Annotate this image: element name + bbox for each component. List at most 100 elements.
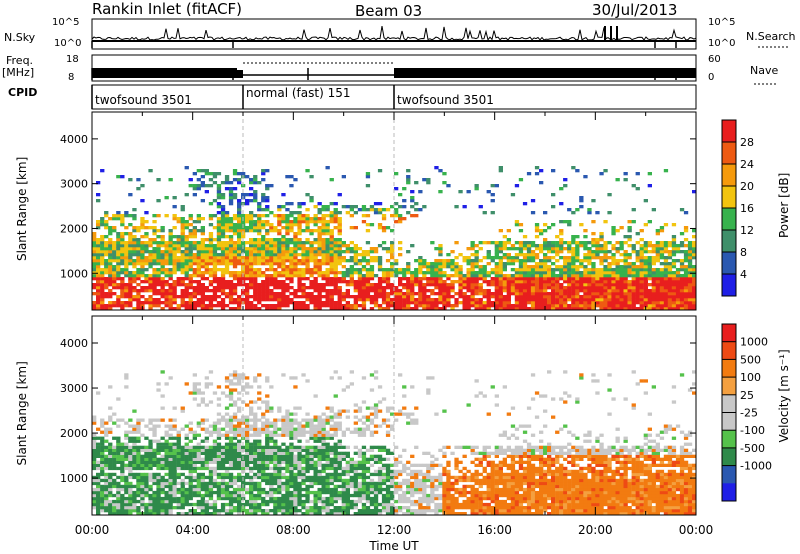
power-cell (269, 247, 274, 251)
power-cell (575, 268, 580, 272)
power-cell (216, 226, 222, 230)
power-cell (220, 289, 226, 293)
power-cell (297, 214, 302, 218)
velocity-cell (156, 493, 161, 498)
power-cell (200, 265, 205, 269)
power-cell (172, 217, 177, 221)
freq-band-1 (92, 68, 237, 78)
power-cell (361, 220, 367, 224)
power-cell (305, 238, 310, 242)
power-cell (522, 265, 528, 269)
velocity-cell (140, 475, 145, 480)
power-cell (345, 280, 350, 284)
power-cell (369, 250, 375, 254)
velocity-cell (220, 484, 226, 489)
velocity-cell (160, 487, 165, 492)
power-cell (639, 256, 644, 260)
power-cell (667, 241, 673, 245)
power-cell (176, 307, 181, 311)
power-cell (152, 220, 157, 224)
velocity-cell (293, 457, 298, 461)
power-cell (398, 277, 403, 281)
velocity-cell (116, 490, 121, 495)
power-cell (96, 295, 101, 299)
power-cell (132, 271, 137, 275)
velocity-cell (237, 424, 242, 428)
power-cell (321, 205, 326, 209)
power-cell (228, 250, 234, 254)
velocity-cell (176, 445, 181, 449)
velocity-cell (232, 466, 238, 471)
power-cell (462, 304, 467, 308)
velocity-cell (128, 466, 133, 471)
power-cell (599, 283, 604, 287)
velocity-cell (224, 484, 230, 489)
power-cell (289, 250, 294, 254)
power-cell (257, 217, 262, 221)
power-cell (172, 235, 177, 239)
velocity-cell (200, 400, 205, 404)
power-cell (220, 286, 226, 290)
velocity-cell (124, 487, 129, 492)
power-cell (232, 226, 238, 230)
power-cell (394, 268, 399, 272)
power-cell (212, 256, 218, 260)
power-cell (200, 292, 205, 296)
power-cell (518, 244, 524, 248)
power-cell (563, 247, 568, 251)
power-cell (152, 262, 157, 266)
power-cell (216, 229, 222, 233)
power-cell (522, 301, 528, 305)
velocity-cell (196, 391, 201, 395)
power-cell (575, 301, 580, 305)
velocity-cell (140, 463, 145, 467)
power-cell (116, 244, 121, 248)
velocity-cell (249, 448, 254, 452)
velocity-cell (224, 487, 230, 492)
power-cell (140, 235, 145, 239)
power-cell (442, 298, 447, 302)
power-cell (273, 250, 278, 254)
velocity-cell (124, 376, 129, 380)
power-cell (410, 280, 415, 284)
power-cell (313, 277, 318, 281)
power-cell (293, 295, 298, 299)
power-cell (188, 235, 193, 239)
power-cell (603, 256, 608, 260)
velocity-cell (192, 448, 197, 452)
power-cell (200, 238, 205, 242)
power-cell (530, 244, 536, 248)
power-cell (438, 262, 443, 266)
power-cell (257, 289, 262, 293)
power-cell (514, 184, 520, 188)
velocity-cell (112, 502, 117, 507)
power-cell (265, 247, 270, 251)
velocity-cell (281, 427, 286, 431)
velocity-cell (237, 421, 242, 425)
velocity-cell (220, 415, 226, 419)
power-cell (325, 280, 330, 284)
power-cell (627, 280, 632, 284)
power-cell (543, 268, 548, 272)
power-cell (228, 274, 234, 278)
power-cell (253, 307, 258, 311)
power-cell (615, 262, 620, 266)
power-cell (619, 244, 624, 248)
velocity-cell (297, 460, 302, 464)
power-cell (345, 211, 350, 215)
power-cell (390, 283, 395, 287)
power-cell (619, 241, 624, 245)
power-cell (494, 244, 499, 248)
power-cell (647, 271, 652, 275)
power-cell (635, 256, 640, 260)
power-cell (204, 247, 209, 251)
velocity-cell (289, 478, 294, 483)
velocity-cell (96, 493, 101, 498)
velocity-cell (220, 448, 226, 452)
power-cell (309, 256, 314, 260)
power-cell (426, 277, 431, 281)
power-cell (482, 211, 487, 215)
power-cell (631, 244, 636, 248)
power-cell (333, 292, 338, 296)
power-cell (627, 256, 632, 260)
